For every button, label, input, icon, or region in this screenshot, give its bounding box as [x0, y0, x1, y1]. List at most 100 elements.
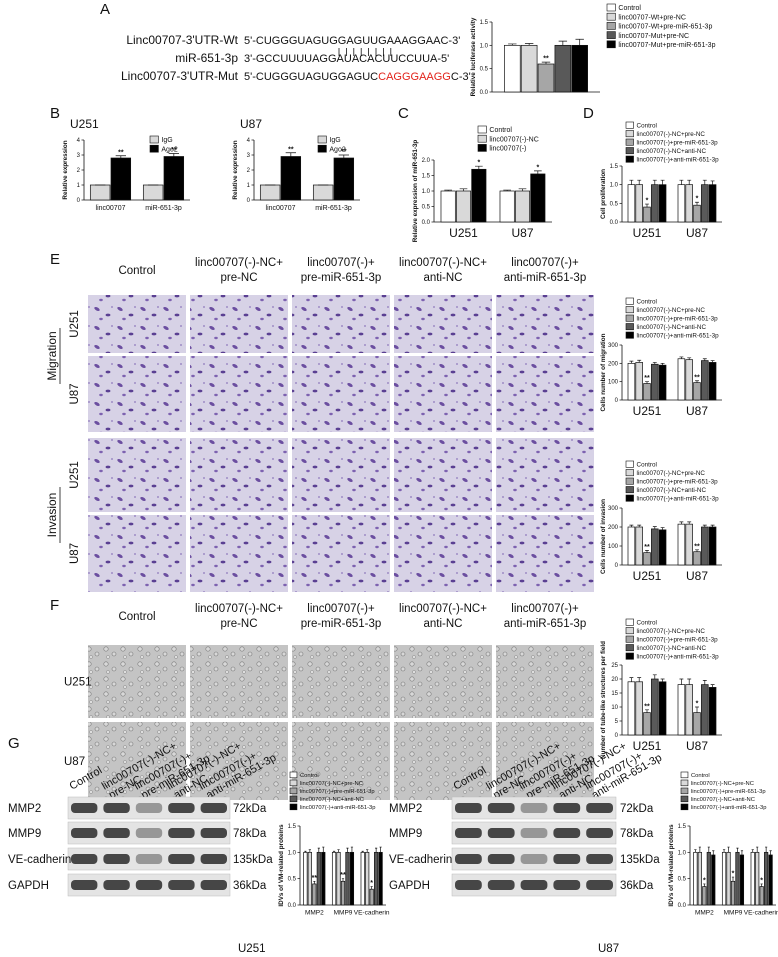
y-axis-label: Cells number of invasion — [600, 499, 607, 574]
row-label: U87 — [64, 756, 85, 768]
bar — [750, 851, 755, 906]
cell-label: U87 — [598, 943, 619, 955]
bar — [735, 851, 740, 906]
legend-swatch — [680, 803, 689, 811]
bar — [764, 851, 769, 906]
chart-title: U87 — [240, 117, 262, 131]
error-bar — [710, 180, 715, 185]
error-bar — [679, 678, 684, 685]
significance: ** — [644, 544, 650, 551]
legend-label: linc00707(-)-NC+anti-NC — [300, 797, 364, 803]
y-axis-label: Cells number of migration — [600, 333, 607, 411]
error-bar — [285, 152, 297, 157]
error-bar — [769, 850, 772, 855]
micrograph — [190, 438, 288, 512]
sequence-part: CAGGGAAGG — [378, 71, 451, 83]
column-header: linc00707(-)+ — [511, 603, 579, 615]
legend-swatch — [680, 787, 689, 795]
blot-band — [200, 803, 227, 813]
bar — [635, 526, 643, 566]
panel-label: F — [50, 597, 59, 614]
bar — [708, 687, 717, 736]
error-bar — [679, 521, 684, 525]
protein-label: VE-cadherin — [389, 854, 452, 866]
legend-label: IgG — [329, 137, 340, 144]
bar — [755, 851, 760, 906]
legend-swatch — [625, 138, 634, 146]
error-bar — [702, 524, 707, 527]
error-bar — [698, 846, 701, 853]
error-bar — [524, 43, 534, 46]
legend-swatch — [625, 323, 634, 331]
y-tick-label: 0.5 — [422, 205, 431, 211]
y-tick-label: 0.5 — [610, 201, 619, 207]
bar — [537, 63, 555, 93]
bar — [312, 184, 334, 201]
y-tick-label: 1 — [247, 183, 251, 189]
legend-label: linc00707(-)+anti-miR-651-3p — [637, 496, 720, 503]
column-header: anti-miR-651-3p — [504, 618, 586, 630]
blot-band — [553, 803, 581, 813]
blot-band — [455, 880, 482, 890]
legend-swatch — [289, 787, 298, 795]
error-bar — [503, 189, 511, 191]
panel-label: B — [50, 105, 60, 122]
legend-label: linc00707(-)-NC+pre-NC — [300, 781, 363, 787]
bar — [374, 851, 379, 906]
error-bar — [765, 846, 768, 853]
bar — [693, 204, 701, 223]
y-tick-label: 3 — [247, 153, 251, 159]
legend-label: linc00707(-)+pre-miR-651-3p — [637, 140, 719, 147]
significance: ** — [694, 374, 700, 381]
error-bar — [707, 846, 710, 853]
error-bar — [695, 549, 699, 552]
panel-label: C — [398, 105, 409, 122]
error-bar — [645, 709, 649, 713]
micrograph — [292, 722, 390, 800]
legend-swatch — [625, 618, 634, 626]
legend-swatch — [625, 635, 634, 643]
y-tick-label: 1.0 — [288, 850, 297, 856]
y-axis-label: Relative expression — [232, 140, 239, 199]
bar — [730, 880, 736, 906]
micrograph — [394, 438, 492, 512]
legend-swatch — [625, 314, 634, 322]
error-bar — [629, 677, 634, 682]
y-tick-label: 0.5 — [288, 877, 297, 883]
y-tick-label: 200 — [608, 525, 619, 531]
sequence-part: 3'-GCCUUUUAGGAUACACUUCCUUA-5' — [244, 53, 449, 65]
legend-swatch — [680, 795, 689, 803]
blot-band — [200, 854, 227, 864]
bar — [651, 184, 659, 223]
cell-label: U251 — [238, 943, 266, 955]
bar — [701, 526, 709, 566]
bar — [685, 523, 693, 566]
legend-label: linc00707-Wt+pre-NC — [618, 14, 686, 21]
sequence-name: miR-651-3p — [175, 51, 238, 65]
group-label: Invasion — [45, 493, 59, 538]
y-tick-label: 300 — [608, 506, 619, 512]
y-tick-label: 25 — [611, 663, 618, 669]
legend-label: linc00707(-)-NC+pre-NC — [637, 307, 706, 314]
significance: ** — [340, 872, 346, 879]
panel-label: D — [583, 105, 594, 122]
error-bar — [660, 527, 665, 530]
y-tick-label: 0 — [77, 198, 81, 204]
blot-band — [168, 854, 195, 864]
bar — [471, 168, 487, 223]
legend-swatch — [625, 155, 634, 163]
error-bar — [346, 847, 349, 853]
column-header: linc00707(-)-NC+ — [195, 603, 283, 615]
error-bar — [444, 189, 452, 191]
bar — [685, 184, 693, 223]
legend-label: Control — [637, 123, 657, 130]
y-axis-label: IDVs of VM-related proteins — [278, 824, 285, 907]
error-bar — [637, 359, 642, 363]
bar — [360, 851, 365, 906]
error-bar — [475, 165, 483, 170]
y-tick-label: 0 — [615, 398, 619, 404]
blot-band — [520, 803, 548, 813]
legend-label: IgG — [161, 137, 172, 144]
error-bar — [702, 179, 707, 185]
blot-band — [487, 803, 515, 813]
